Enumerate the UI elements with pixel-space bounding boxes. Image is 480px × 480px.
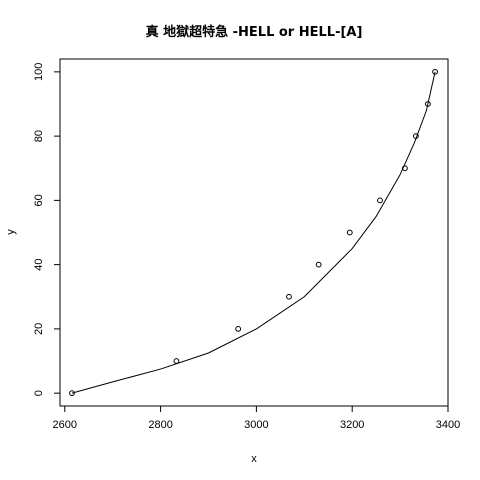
data-points xyxy=(69,68,438,397)
chart-title: 真 地獄超特急 -HELL or HELL-[A] xyxy=(146,24,363,40)
data-point xyxy=(315,261,322,268)
data-point xyxy=(377,197,383,204)
y-tick-label: 100 xyxy=(33,63,45,81)
data-point xyxy=(413,133,419,140)
fit-curve-line xyxy=(71,71,436,394)
x-tick-label: 3400 xyxy=(436,419,460,431)
data-point xyxy=(286,293,292,300)
y-axis: 0 20 40 60 80 100 xyxy=(33,63,60,396)
data-point xyxy=(235,325,242,332)
data-point xyxy=(173,358,180,364)
x-axis: 2600 2800 3000 3200 3400 xyxy=(53,406,460,431)
data-point xyxy=(432,68,438,75)
plot-frame xyxy=(59,58,449,407)
x-axis-label: x xyxy=(251,453,257,465)
x-tick-label: 2600 xyxy=(53,419,77,431)
y-tick-label: 40 xyxy=(33,259,45,271)
x-tick-label: 3000 xyxy=(244,419,268,431)
y-tick-label: 60 xyxy=(33,194,45,206)
data-point xyxy=(346,229,353,236)
y-tick-label: 0 xyxy=(33,390,45,396)
y-tick-label: 20 xyxy=(33,323,45,335)
y-tick-label: 80 xyxy=(33,130,45,142)
x-tick-label: 3200 xyxy=(340,419,364,431)
data-point xyxy=(424,101,431,107)
data-point xyxy=(69,390,75,397)
x-tick-label: 2800 xyxy=(148,419,172,431)
y-axis-label: y xyxy=(5,229,17,235)
data-point xyxy=(401,165,408,172)
